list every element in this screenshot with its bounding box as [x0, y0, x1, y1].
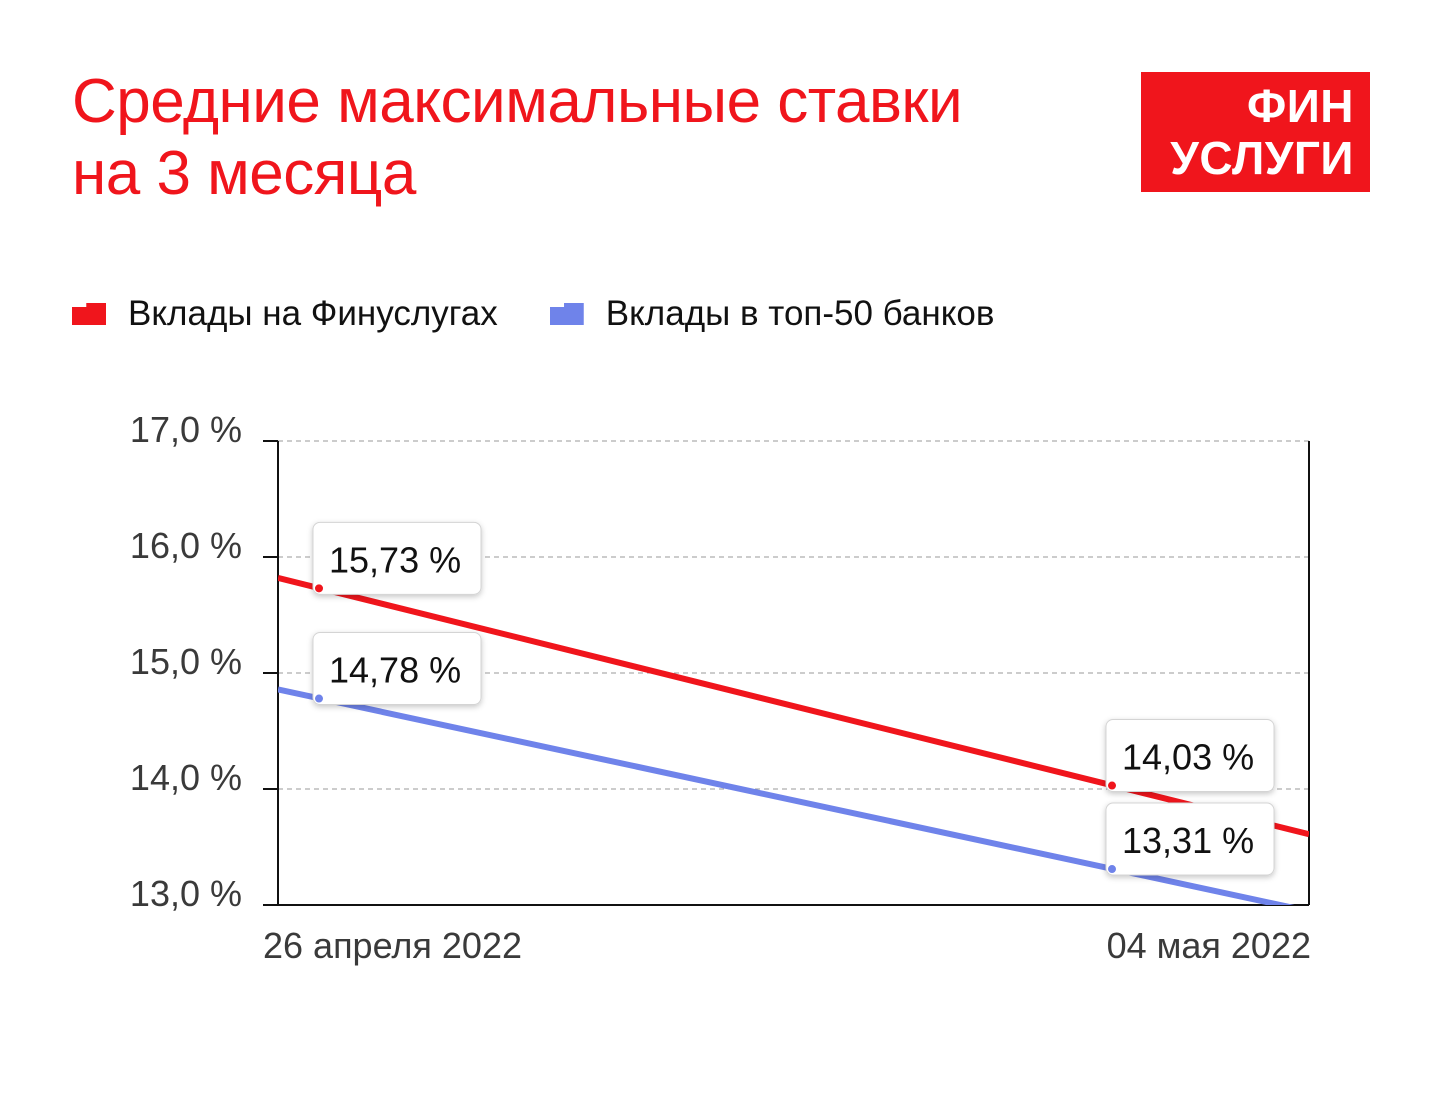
data-label: 15,73 % [312, 521, 482, 595]
y-tick-label: 16,0 % [130, 525, 242, 566]
tick-label-layer: 17,0 % 16,0 % 15,0 % 14,0 % 13,0 % 26 апреля … [130, 409, 1311, 966]
data-point [315, 694, 323, 703]
chart-legend: Вклады на Финуслугах Вклады в топ-50 бан… [72, 290, 1046, 338]
legend-label-top50: Вклады в топ-50 банков [605, 294, 995, 333]
y-tick-label: 17,0 % [130, 409, 242, 450]
y-tick-label: 15,0 % [130, 641, 242, 682]
logo-line-2: УСЛУГИ [1170, 132, 1354, 184]
y-tick-label: 13,0 % [130, 873, 242, 914]
finuslugi-logo: ФИН УСЛУГИ [1141, 72, 1370, 192]
data-label-box [312, 521, 482, 595]
data-label: 13,31 % [1105, 802, 1275, 876]
axis-layer [263, 440, 1310, 906]
legend-swatch-blue [549, 303, 584, 325]
data-point [315, 584, 323, 593]
legend-swatch-red [72, 303, 106, 325]
data-label-box [1105, 719, 1275, 793]
data-label-text: 14,03 % [1122, 737, 1254, 778]
legend-label-finuslugi: Вклады на Финуслугах [128, 294, 498, 333]
data-label-text: 15,73 % [329, 539, 461, 580]
data-label: 14,78 % [312, 632, 482, 706]
data-label-text: 14,78 % [329, 650, 461, 691]
data-label-text: 13,31 % [1122, 820, 1254, 861]
data-label-box [312, 632, 482, 706]
series-line [278, 574, 1309, 838]
y-tick-label: 14,0 % [130, 757, 242, 798]
data-point [1108, 781, 1116, 790]
x-tick-label: 04 мая 2022 [1107, 925, 1311, 966]
x-tick-label: 26 апреля 2022 [263, 925, 522, 966]
logo-line-1: ФИН [1246, 80, 1354, 132]
data-label-layer: 15,73 % 14,03 % 14,78 % 13,31 % [312, 521, 1275, 876]
chart-title: Средние максимальные ставки на 3 месяца [72, 66, 963, 210]
chart-title-line-2: на 3 месяца [72, 139, 416, 208]
chart-title-line-1: Средние максимальные ставки [72, 67, 963, 136]
legend-item-top50: Вклады в топ-50 банков [549, 294, 995, 334]
data-label-box [1105, 802, 1275, 876]
data-label: 14,03 % [1105, 719, 1275, 793]
data-point [1108, 865, 1116, 874]
legend-item-finuslugi: Вклады на Финуслугах [72, 294, 498, 334]
